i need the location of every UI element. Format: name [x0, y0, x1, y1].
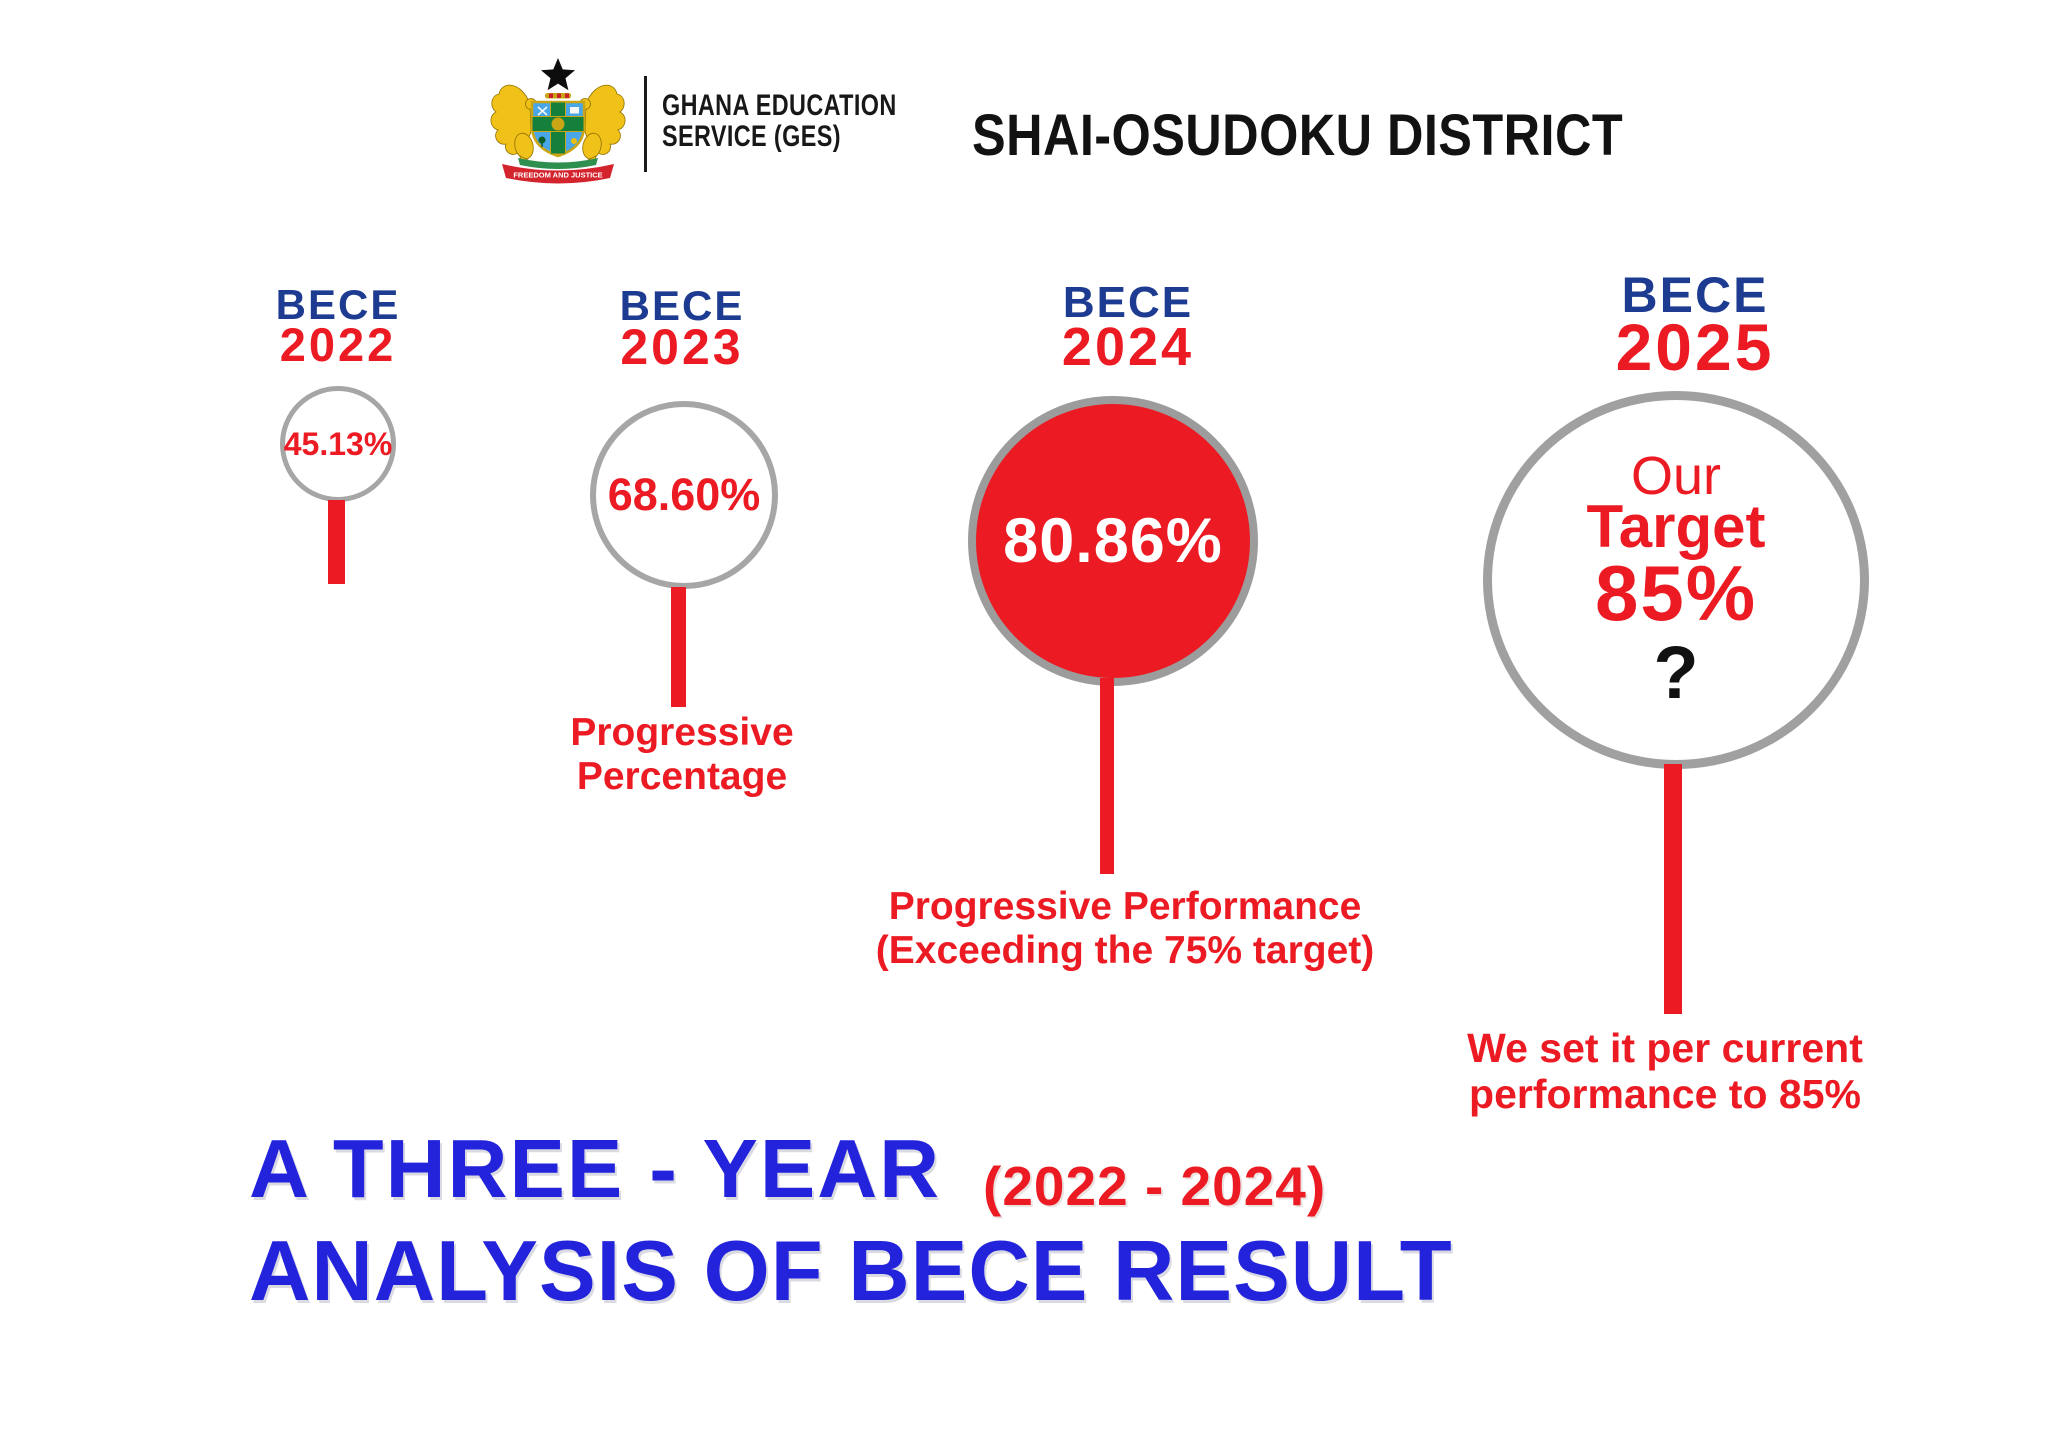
target-value-2025: 85%: [1594, 548, 1758, 637]
target-word-target: Target: [1586, 493, 1766, 561]
bubble-2024: 80.86%: [968, 396, 1258, 686]
note-2023-line2: Percentage: [576, 754, 788, 798]
year-label-2025: 2025: [1615, 310, 1775, 384]
motto-text: FREEDOM AND JUSTICE: [513, 171, 602, 180]
logo-divider: [644, 76, 647, 172]
note-2024-line1: Progressive Performance: [888, 885, 1362, 928]
bubble-2025: Our Target 85% ?: [1483, 391, 1869, 769]
exam-label-2025: BECE: [1621, 267, 1769, 323]
bubble-2022: 45.13%: [280, 386, 396, 502]
stem-2023: [671, 587, 686, 707]
bece-2025-header: BECE 2025: [1585, 270, 1805, 380]
bubble-value-2022: 45.13%: [283, 425, 393, 462]
note-2024: Progressive Performance (Exceeding the 7…: [825, 885, 1425, 972]
note-2025: We set it per current performance to 85%: [1365, 1025, 1965, 1118]
bubble-value-2023: 68.60%: [607, 469, 761, 520]
bubble-value-2024: 80.86%: [1003, 506, 1223, 576]
org-name-line1: GHANA EDUCATION: [662, 89, 897, 122]
year-label-2024: 2024: [1061, 317, 1195, 377]
note-2024-line2: (Exceeding the 75% target): [875, 928, 1375, 972]
motto-ribbon: [502, 164, 614, 184]
org-name: GHANA EDUCATION SERVICE (GES): [662, 90, 897, 152]
exam-label-2023: BECE: [619, 282, 745, 329]
main-title-line1: A THREE - YEAR: [249, 1122, 942, 1215]
stem-2024: [1100, 678, 1114, 874]
year-label-2023: 2023: [620, 319, 744, 375]
bece-2022-header: BECE 2022: [238, 281, 438, 371]
exam-label-2022: BECE: [275, 281, 401, 328]
target-word-our: Our: [1630, 446, 1722, 507]
shield-icon: [530, 100, 586, 158]
note-2023: Progressive Percentage: [482, 711, 882, 798]
bece-2024-header: BECE 2024: [1028, 278, 1228, 377]
bubble-2023: 68.60%: [590, 401, 778, 589]
org-name-line2: SERVICE (GES): [662, 120, 841, 153]
exam-label-2024: BECE: [1062, 278, 1194, 327]
black-star-icon: [541, 58, 575, 91]
note-2025-line1: We set it per current: [1467, 1025, 1863, 1071]
stem-2025: [1664, 764, 1682, 1014]
bece-2023-header: BECE 2023: [582, 282, 782, 375]
ghana-coat-of-arms-logo: FREEDOM AND JUSTICE: [490, 58, 626, 184]
note-2023-line1: Progressive: [570, 711, 794, 754]
district-title: SHAI-OSUDOKU DISTRICT: [972, 103, 1624, 168]
stem-2022: [328, 500, 345, 584]
main-title-year-range: (2022 - 2024): [983, 1155, 1327, 1217]
main-title-line2: ANALYSIS OF BECE RESULT: [249, 1224, 1453, 1319]
year-label-2022: 2022: [279, 318, 397, 371]
note-2025-line2: performance to 85%: [1469, 1070, 1861, 1117]
question-mark: ?: [1653, 631, 1699, 715]
